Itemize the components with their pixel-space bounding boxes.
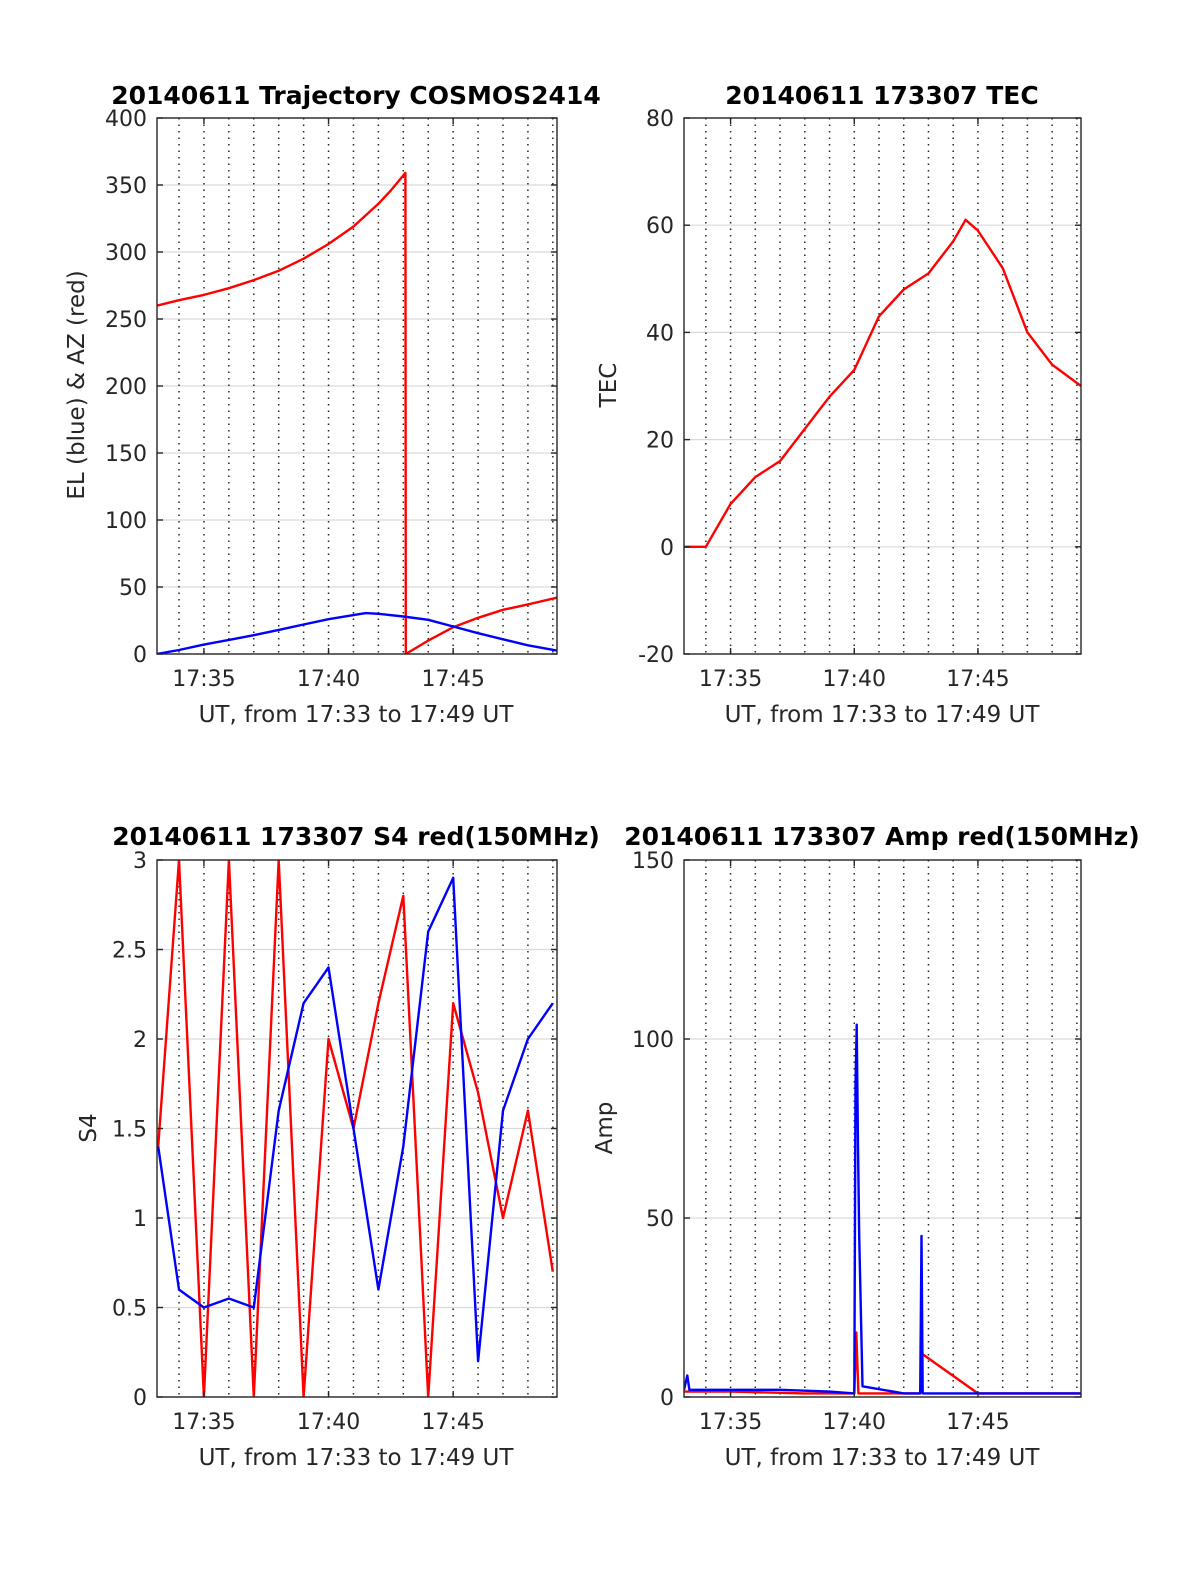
trajectory-ytick-label: 300 xyxy=(105,241,147,266)
trajectory-xtick-label: 17:45 xyxy=(421,667,484,692)
s4-ylabel: S4 xyxy=(76,1113,102,1142)
s4-ytick-label: 2.5 xyxy=(112,939,147,964)
tec-xtick-label: 17:40 xyxy=(823,667,886,692)
trajectory-xlabel: UT, from 17:33 to 17:49 UT xyxy=(199,702,515,728)
amp-xlabel: UT, from 17:33 to 17:49 UT xyxy=(725,1445,1041,1471)
amp-title: 20140611 173307 Amp red(150MHz) xyxy=(624,822,1140,851)
tec-xtick-label: 17:45 xyxy=(946,667,1009,692)
trajectory-series-group xyxy=(157,171,557,654)
trajectory-ytick-label: 200 xyxy=(105,375,147,400)
trajectory-ytick-label: 50 xyxy=(119,576,147,601)
tec-ytick-label: 20 xyxy=(646,429,674,454)
s4-panel: 20140611 173307 S4 red(150MHz) UT, from … xyxy=(76,822,600,1471)
trajectory-series-blue-line xyxy=(157,611,557,654)
s4-ytick-label: 3 xyxy=(133,849,147,874)
amp-panel: 20140611 173307 Amp red(150MHz) UT, from… xyxy=(592,822,1140,1471)
amp-series-blue-line xyxy=(684,1023,1081,1395)
amp-ytick-label: 50 xyxy=(646,1207,674,1232)
trajectory-xtick-label: 17:35 xyxy=(172,667,235,692)
trajectory-ytick-label: 400 xyxy=(105,107,147,132)
amp-series-group xyxy=(684,1023,1081,1395)
tec-ytick-label: -20 xyxy=(638,643,674,668)
amp-ytick-label: 100 xyxy=(632,1028,674,1053)
tec-panel: 20140611 173307 TEC UT, from 17:33 to 17… xyxy=(596,81,1082,728)
trajectory-grid xyxy=(157,117,557,655)
amp-xtick-label: 17:35 xyxy=(699,1410,762,1435)
tec-ytick-label: 60 xyxy=(646,214,674,239)
trajectory-ytick-label: 100 xyxy=(105,509,147,534)
tec-title: 20140611 173307 TEC xyxy=(725,81,1038,110)
tec-ytick-label: 80 xyxy=(646,107,674,132)
trajectory-ytick-label: 350 xyxy=(105,174,147,199)
tec-series-group xyxy=(684,218,1081,548)
s4-ytick-label: 0 xyxy=(133,1386,147,1411)
trajectory-xtick-label: 17:40 xyxy=(297,667,360,692)
amp-series-red-line xyxy=(684,1331,1081,1395)
trajectory-ytick-label: 250 xyxy=(105,308,147,333)
s4-series-group xyxy=(157,860,554,1397)
s4-ytick-label: 1.5 xyxy=(112,1118,147,1143)
tec-xlabel: UT, from 17:33 to 17:49 UT xyxy=(725,702,1041,728)
trajectory-title: 20140611 Trajectory COSMOS2414 xyxy=(111,81,601,110)
s4-xtick-label: 17:40 xyxy=(297,1410,360,1435)
amp-ytick-label: 150 xyxy=(632,849,674,874)
s4-ytick-label: 0.5 xyxy=(112,1297,147,1322)
amp-xtick-label: 17:45 xyxy=(946,1410,1009,1435)
amp-ylabel: Amp xyxy=(592,1102,618,1155)
s4-ytick-label: 1 xyxy=(133,1207,147,1232)
s4-xtick-label: 17:45 xyxy=(421,1410,484,1435)
trajectory-ytick-label: 150 xyxy=(105,442,147,467)
s4-ytick-label: 2 xyxy=(133,1028,147,1053)
s4-xtick-label: 17:35 xyxy=(172,1410,235,1435)
tec-ylabel: TEC xyxy=(596,363,622,409)
tec-grid xyxy=(684,117,1081,655)
trajectory-ytick-label: 0 xyxy=(133,643,147,668)
amp-ytick-label: 0 xyxy=(660,1386,674,1411)
tec-ytick-label: 40 xyxy=(646,321,674,346)
s4-series-blue-line xyxy=(157,876,554,1363)
s4-title: 20140611 173307 S4 red(150MHz) xyxy=(112,822,600,851)
trajectory-ylabel: EL (blue) & AZ (red) xyxy=(64,270,90,499)
amp-axes-box xyxy=(683,859,1082,1398)
amp-xtick-label: 17:40 xyxy=(823,1410,886,1435)
trajectory-series-red-line xyxy=(157,171,557,654)
trajectory-panel: 20140611 Trajectory COSMOS2414 UT, from … xyxy=(64,81,601,728)
tec-ytick-label: 0 xyxy=(660,536,674,561)
tec-series-red-line xyxy=(684,218,1081,548)
amp-grid xyxy=(684,859,1081,1398)
tec-axes-box xyxy=(683,117,1082,655)
s4-xlabel: UT, from 17:33 to 17:49 UT xyxy=(199,1445,515,1471)
tec-xtick-label: 17:35 xyxy=(699,667,762,692)
